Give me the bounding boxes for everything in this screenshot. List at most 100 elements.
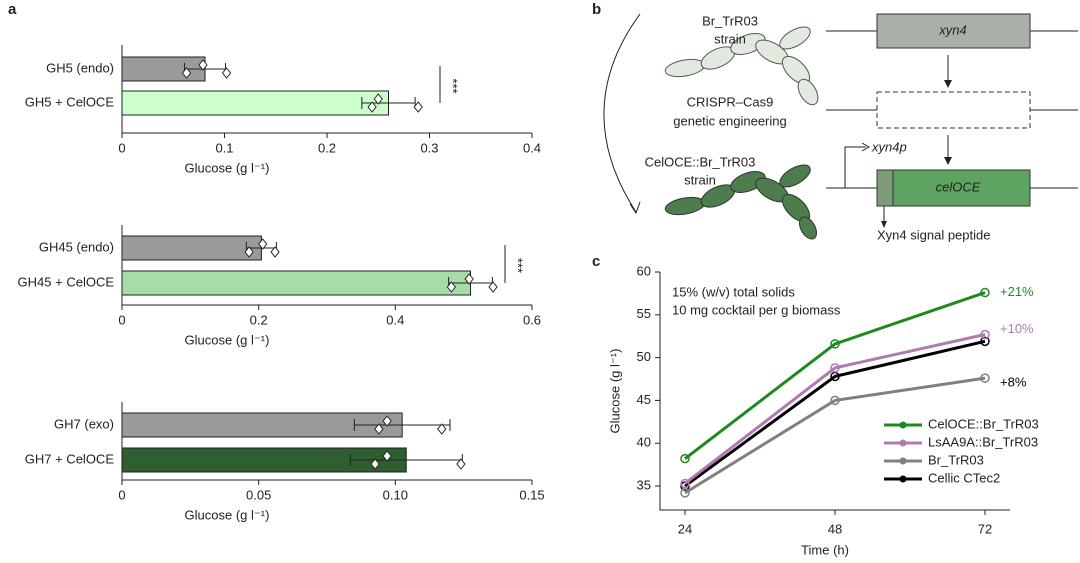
data-point: [680, 488, 690, 498]
y-axis-label: Glucose (g l⁻¹): [607, 349, 622, 434]
gene-label: celOCE: [936, 179, 981, 194]
deleted-gene: [876, 91, 1031, 129]
data-point: [367, 101, 377, 113]
category-label: GH5 + CelOCE: [25, 94, 115, 109]
x-tick-label: 24: [678, 521, 692, 536]
data-point: [464, 273, 474, 285]
annotation: +10%: [1000, 321, 1034, 336]
data-point: [370, 458, 380, 470]
x-tick-label: 0.2: [318, 140, 336, 155]
panel-label: c: [592, 253, 600, 270]
gene-box: [876, 13, 1031, 49]
data-point: [446, 281, 457, 293]
y-tick-label: 35: [637, 477, 651, 492]
x-tick-label: 48: [828, 521, 842, 536]
series-line: [684, 339, 986, 488]
x-tick-label: 0.4: [523, 140, 541, 155]
x-tick-label: 0.2: [250, 312, 268, 327]
bar: [121, 235, 262, 261]
legend-label: Cellic CTec2: [928, 470, 1000, 485]
legend-label: LsAA9A::Br_TrR03: [928, 434, 1038, 449]
data-point: [980, 287, 990, 298]
error-bar: [353, 419, 451, 431]
method-label: CRISPR–Cas9: [687, 94, 774, 109]
promoter-arrow: [844, 146, 866, 188]
bar: [121, 412, 403, 438]
data-point: [221, 67, 232, 79]
arrow-head: [629, 201, 641, 215]
data-point: [680, 453, 690, 464]
data-point: [680, 478, 690, 489]
data-point: [270, 246, 280, 258]
data-point: [181, 67, 192, 79]
note: 10 mg cocktail per g biomass: [672, 302, 841, 317]
strain-label: CelOCE::Br_TrR03: [645, 154, 756, 169]
data-point: [413, 101, 423, 113]
category-label: GH45 + CelOCE: [18, 274, 115, 289]
bar: [121, 90, 389, 116]
data-point: [382, 415, 392, 427]
data-point: [488, 281, 498, 293]
axis: [659, 272, 1010, 511]
legend-marker: [899, 457, 907, 465]
x-tick-label: 0: [118, 140, 125, 155]
data-point: [830, 363, 840, 373]
arrow-head: [861, 142, 871, 152]
legend-marker: [899, 421, 907, 429]
data-point: [456, 458, 466, 470]
x-tick-label: 0.05: [246, 487, 271, 502]
panel-label: b: [592, 1, 601, 18]
data-point: [437, 423, 447, 435]
annotation: +8%: [1000, 375, 1027, 390]
significance: ***: [511, 258, 526, 273]
x-tick-label: 0.10: [383, 487, 408, 502]
legend-label: Br_TrR03: [928, 452, 984, 467]
x-axis-label: Glucose (g l⁻¹): [185, 332, 270, 347]
x-tick-label: 0.1: [215, 140, 233, 155]
data-point: [374, 423, 384, 435]
arrow-head: [881, 221, 887, 228]
series-line: [684, 376, 986, 495]
data-point: [244, 246, 254, 258]
x-axis-label: Glucose (g l⁻¹): [185, 160, 270, 175]
bar: [121, 270, 471, 296]
category-label: GH7 (exo): [54, 416, 114, 431]
data-point: [830, 395, 840, 406]
x-tick-label: 0.4: [386, 312, 404, 327]
x-tick-label: 0.6: [523, 312, 541, 327]
note: 15% (w/v) total solids: [672, 284, 795, 299]
data-point: [980, 336, 990, 347]
y-tick-label: 40: [637, 435, 651, 450]
data-point: [258, 238, 268, 250]
category-label: GH5 (endo): [46, 60, 114, 75]
panel-label: a: [8, 1, 17, 18]
significance: ***: [446, 78, 461, 93]
strain-label: Br_TrR03: [702, 13, 758, 28]
strain-label: strain: [684, 172, 716, 187]
y-tick-label: 50: [637, 349, 651, 364]
x-axis-label: Glucose (g l⁻¹): [185, 507, 270, 522]
legend-label: CelOCE::Br_TrR03: [928, 416, 1039, 431]
series-line: [684, 291, 986, 460]
signal-box: [876, 169, 894, 207]
category-label: GH45 (endo): [39, 239, 114, 254]
data-point: [980, 329, 990, 340]
data-point: [830, 339, 840, 349]
promoter-label: xyn4p: [871, 139, 907, 154]
x-tick-label: 0: [118, 312, 125, 327]
x-tick-label: 0: [118, 487, 125, 502]
signal-label: Xyn4 signal peptide: [877, 227, 990, 242]
process-arrow: [603, 13, 641, 213]
x-axis-label: Time (h): [801, 542, 849, 557]
series-line: [684, 333, 986, 485]
legend-marker: [899, 475, 907, 483]
diagram: b Br_TrR03 strain CRISPR–Cas9 genetic en…: [592, 1, 1078, 242]
annotation: +21%: [1000, 284, 1034, 299]
x-tick-label: 72: [978, 521, 992, 536]
gene-label: xyn4: [938, 22, 966, 37]
x-tick-label: 0.15: [519, 487, 544, 502]
x-tick-label: 0.3: [420, 140, 438, 155]
method-label: genetic engineering: [673, 113, 786, 128]
